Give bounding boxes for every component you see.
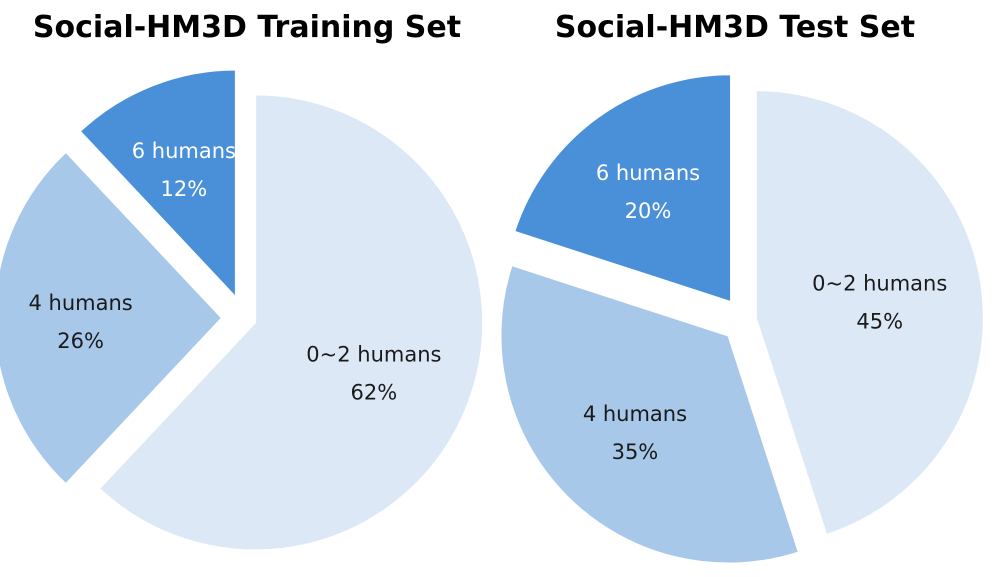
test-slice-6-humans-percent: 20% bbox=[625, 199, 672, 223]
training-slice-6-humans-label: 6 humans bbox=[132, 139, 236, 163]
training-slice-6-humans-percent: 12% bbox=[161, 177, 208, 201]
test-slice-0-2-humans bbox=[754, 89, 985, 537]
test-slice-0-2-humans-label: 0~2 humans bbox=[812, 272, 947, 296]
training-slice-0-2-humans bbox=[97, 93, 485, 552]
training-slice-4-humans-percent: 26% bbox=[57, 329, 104, 353]
chart-title-training: Social-HM3D Training Set bbox=[32, 10, 462, 45]
test-slice-0-2-humans-percent: 45% bbox=[856, 310, 903, 334]
training-slice-4-humans-label: 4 humans bbox=[29, 291, 133, 315]
test-slice-4-humans-percent: 35% bbox=[612, 440, 659, 464]
training-slice-4-humans bbox=[0, 150, 224, 486]
test-slice-6-humans-label: 6 humans bbox=[596, 161, 700, 185]
test-slice-4-humans-label: 4 humans bbox=[583, 402, 687, 426]
chart-title-test: Social-HM3D Test Set bbox=[554, 10, 916, 45]
test-slice-4-humans bbox=[499, 263, 801, 565]
test-slice-6-humans bbox=[512, 73, 733, 304]
training-slice-0-2-humans-label: 0~2 humans bbox=[306, 342, 441, 366]
training-slice-6-humans bbox=[78, 68, 237, 301]
training-slice-0-2-humans-percent: 62% bbox=[351, 380, 398, 404]
